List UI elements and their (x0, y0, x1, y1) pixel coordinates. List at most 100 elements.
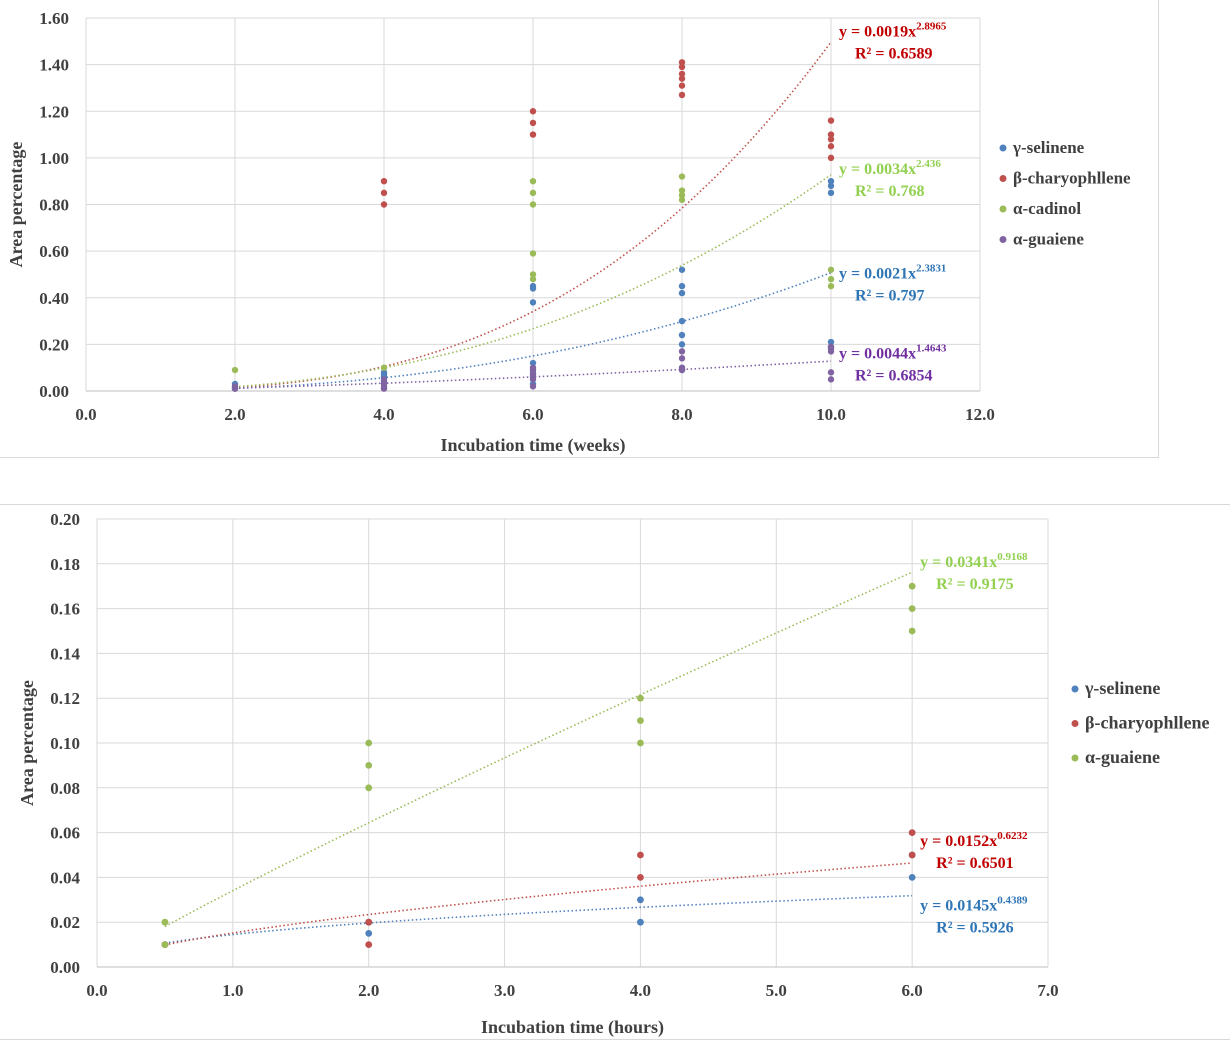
data-point (529, 250, 537, 257)
legend-label: α-guaiene (1013, 230, 1084, 249)
data-point (529, 119, 537, 127)
data-point (678, 355, 686, 362)
data-point (678, 91, 686, 99)
trendline (234, 271, 832, 390)
data-point (678, 317, 686, 325)
trendline-r-squared: R² = 0.768 (855, 183, 924, 200)
trendline-equation: y = 0.0019x2.8965 (839, 21, 947, 41)
data-point (908, 851, 916, 859)
legend-marker (999, 205, 1007, 213)
series-α-guaiene: y = 0.0044x1.4643 R² = 0.6854 (231, 342, 947, 392)
data-point (380, 189, 388, 197)
data-point (678, 63, 686, 71)
data-point (827, 143, 835, 150)
trendline-equation: y = 0.0145x0.4389 (920, 895, 1028, 915)
equation-base: y = 0.0021x (839, 265, 916, 282)
data-point (827, 369, 835, 376)
data-point (380, 177, 388, 185)
y-tick-label: 1.20 (39, 102, 69, 121)
trendline-equation: y = 0.0044x1.4643 (839, 342, 947, 362)
legend-marker (999, 236, 1007, 243)
equation-base: y = 0.0019x (839, 24, 916, 41)
data-point (827, 136, 835, 143)
x-tick-label: 5.0 (766, 981, 787, 1000)
data-point (529, 275, 537, 283)
data-point (827, 343, 835, 350)
y-axis-title: Area percentage (6, 142, 26, 268)
data-point (529, 376, 537, 383)
data-point (678, 82, 686, 89)
equation-exponent: 2.8965 (916, 21, 947, 33)
data-point (529, 189, 537, 197)
x-tick-label: 8.0 (671, 405, 692, 424)
data-point (365, 930, 373, 937)
x-tick-label: 10.0 (816, 405, 846, 424)
data-point (678, 173, 686, 180)
legend-marker (1071, 754, 1079, 762)
y-tick-label: 1.00 (39, 149, 69, 168)
data-point (161, 941, 169, 948)
data-point (827, 131, 835, 138)
equation-exponent: 2.3831 (916, 262, 946, 274)
data-point (827, 189, 835, 197)
equation-exponent: 1.4643 (916, 342, 947, 354)
legend-marker (1071, 720, 1079, 727)
data-point (380, 201, 388, 208)
x-tick-label: 1.0 (222, 981, 243, 1000)
x-tick-label: 4.0 (630, 981, 651, 1000)
data-point (161, 918, 169, 926)
data-point (908, 582, 916, 590)
data-point (827, 117, 835, 124)
legend-label: γ-selinene (1012, 138, 1085, 157)
legend-label: β-charyophllene (1085, 713, 1209, 733)
x-tick-label: 4.0 (373, 405, 394, 424)
chart-1: 0.0 2.0 4.0 6.0 8.0 10.0 12.0 0.00 0.20 0.40 0.60 0… (6, 9, 1131, 456)
data-point (380, 376, 388, 383)
equation-exponent: 0.4389 (997, 895, 1028, 907)
y-tick-label: 0.12 (50, 689, 80, 708)
data-point (678, 59, 686, 66)
data-point (529, 108, 537, 115)
trendline-r-squared: R² = 0.6589 (855, 46, 932, 63)
data-point (380, 385, 388, 392)
data-point (529, 383, 537, 390)
data-point (678, 70, 686, 78)
legend-label: α-guaiene (1085, 747, 1160, 767)
trendline-equation: y = 0.0034x2.436 (839, 158, 941, 178)
y-tick-label: 0.04 (50, 868, 80, 887)
data-point (529, 359, 537, 367)
data-point (365, 918, 373, 926)
data-point (678, 196, 686, 204)
equation-base: y = 0.0341x (920, 554, 997, 571)
data-point (637, 918, 644, 926)
data-point (365, 941, 373, 948)
data-point (678, 187, 686, 194)
series-γ-selinene: y = 0.0021x2.3831 R² = 0.797 (231, 177, 946, 392)
trendline (164, 571, 913, 928)
legend-marker (999, 144, 1007, 152)
data-point (678, 364, 686, 371)
x-tick-label: 0.0 (75, 405, 96, 424)
data-point (529, 299, 537, 306)
y-tick-label: 0.18 (50, 555, 80, 574)
trendline-r-squared: R² = 0.9175 (936, 576, 1013, 593)
data-point (529, 364, 537, 371)
data-point (380, 380, 388, 388)
x-tick-label: 3.0 (494, 981, 515, 1000)
y-tick-label: 0.00 (39, 382, 69, 401)
equation-base: y = 0.0034x (839, 161, 916, 178)
series-β-charyophllene: y = 0.0152x0.6232 R² = 0.6501 (161, 829, 1028, 948)
y-tick-label: 0.20 (50, 510, 80, 529)
data-point (908, 627, 916, 635)
y-tick-label: 1.60 (39, 9, 69, 28)
data-point (678, 331, 686, 339)
data-point (231, 383, 239, 390)
trendline (164, 894, 913, 944)
data-point (529, 177, 537, 185)
data-point (637, 694, 644, 702)
legend-label: γ-selinene (1084, 678, 1160, 698)
x-tick-label: 0.0 (86, 981, 107, 1000)
y-tick-label: 1.40 (39, 56, 69, 75)
data-point (529, 371, 537, 378)
